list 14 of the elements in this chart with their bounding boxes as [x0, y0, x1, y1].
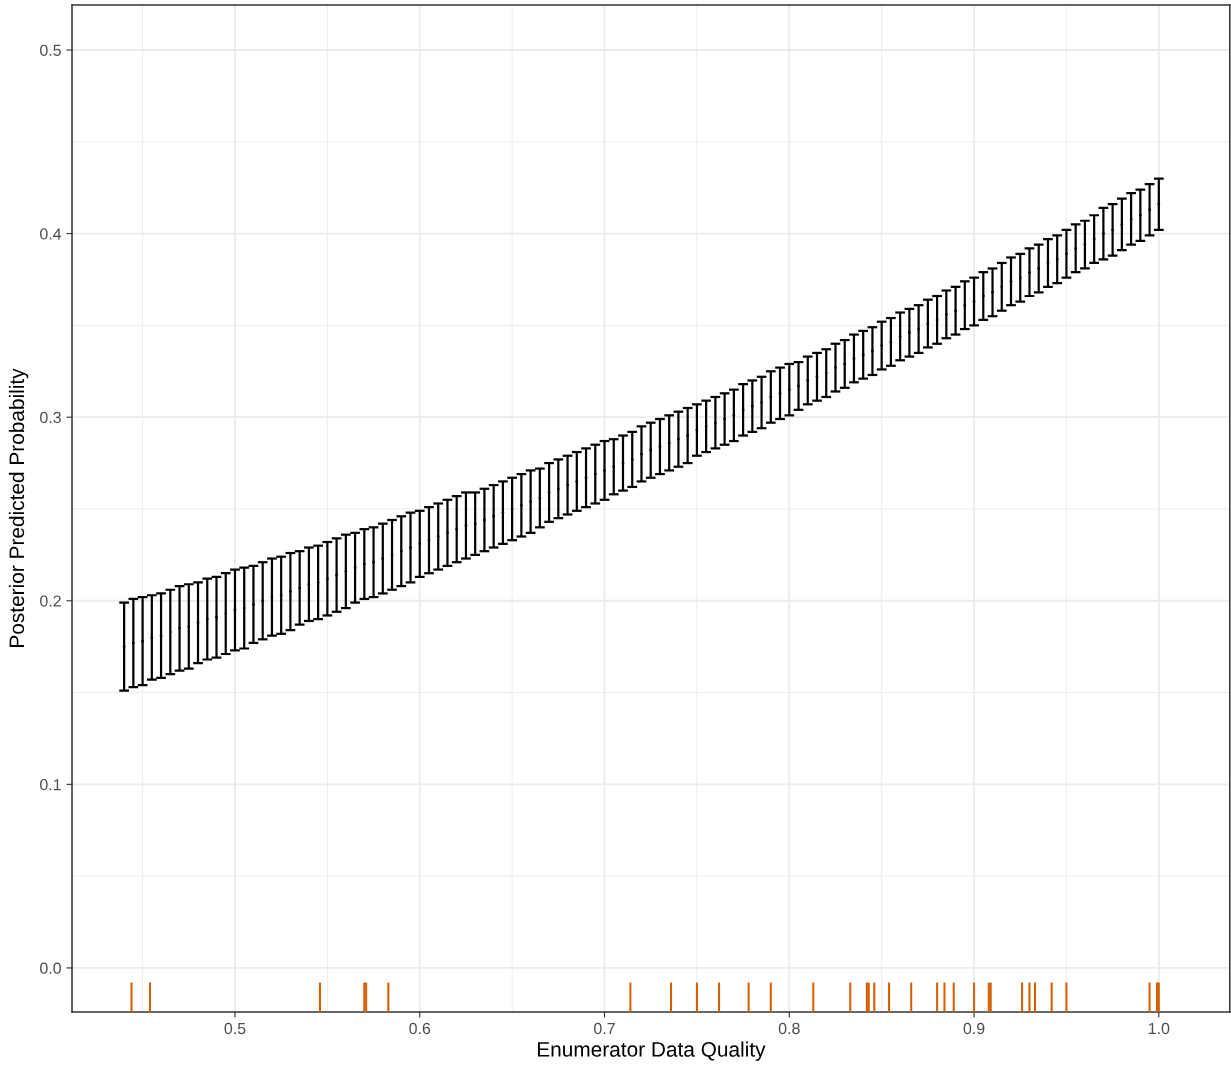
y-tick-label: 0.4 [40, 228, 62, 240]
x-tick-label: 0.8 [778, 1022, 800, 1035]
y-tick-label: 0.3 [40, 411, 61, 424]
y-axis-title: Posterior Predicted Probability [8, 368, 29, 647]
y-tick-label: 0.0 [40, 962, 61, 974]
x-tick-label: 0.9 [963, 1022, 985, 1035]
x-tick-label: 0.7 [594, 1022, 615, 1035]
x-tick-label: 1.0 [1148, 1022, 1170, 1035]
x-tick-label: 0.5 [224, 1022, 246, 1035]
y-tick-label: 0.2 [40, 595, 61, 607]
y-tick-label: 0.1 [40, 778, 61, 791]
y-tick-label: 0.5 [40, 44, 61, 56]
x-tick-label: 0.6 [409, 1022, 431, 1035]
x-axis-title: Enumerator Data Quality [537, 1041, 766, 1061]
